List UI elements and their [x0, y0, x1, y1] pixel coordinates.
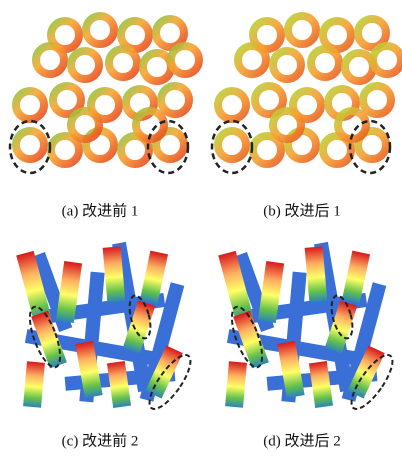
ring — [16, 131, 44, 159]
ring — [218, 91, 246, 119]
ring — [345, 53, 373, 81]
ring — [36, 46, 64, 74]
ring — [373, 46, 401, 74]
caption: (c) 改进前 2 — [62, 432, 139, 449]
ring — [16, 91, 44, 119]
ring — [288, 16, 316, 44]
ring — [171, 46, 199, 74]
caption: (d) 改进后 2 — [263, 432, 341, 449]
colored-block — [107, 361, 131, 408]
ring — [71, 111, 99, 139]
figure: (a) 改进前 1 (b) 改进后 1 (c) 改进前 2 (d) 改进后 2 — [0, 0, 402, 466]
ring — [218, 131, 246, 159]
ring — [273, 111, 301, 139]
ring — [273, 51, 301, 79]
caption: (a) 改进前 1 — [62, 202, 139, 219]
colored-block — [225, 361, 247, 407]
ring — [161, 86, 189, 114]
colored-block — [342, 251, 370, 304]
caption: (b) 改进后 1 — [263, 202, 341, 219]
panel-image — [218, 242, 399, 415]
ring — [86, 16, 114, 44]
page: (a) 改进前 1 (b) 改进后 1 (c) 改进前 2 (d) 改进后 2 … — [0, 0, 402, 466]
colored-block — [140, 251, 168, 304]
panel-image — [212, 16, 401, 173]
panel-image — [10, 16, 199, 173]
panel-image — [16, 242, 197, 415]
ring — [109, 49, 137, 77]
ring — [71, 51, 99, 79]
colored-block — [309, 361, 333, 408]
ring — [253, 136, 281, 164]
ring — [143, 53, 171, 81]
colored-block — [23, 361, 45, 407]
ring — [363, 86, 391, 114]
ring — [238, 46, 266, 74]
ring — [51, 136, 79, 164]
ring — [311, 49, 339, 77]
ring — [121, 21, 149, 49]
ring — [323, 21, 351, 49]
